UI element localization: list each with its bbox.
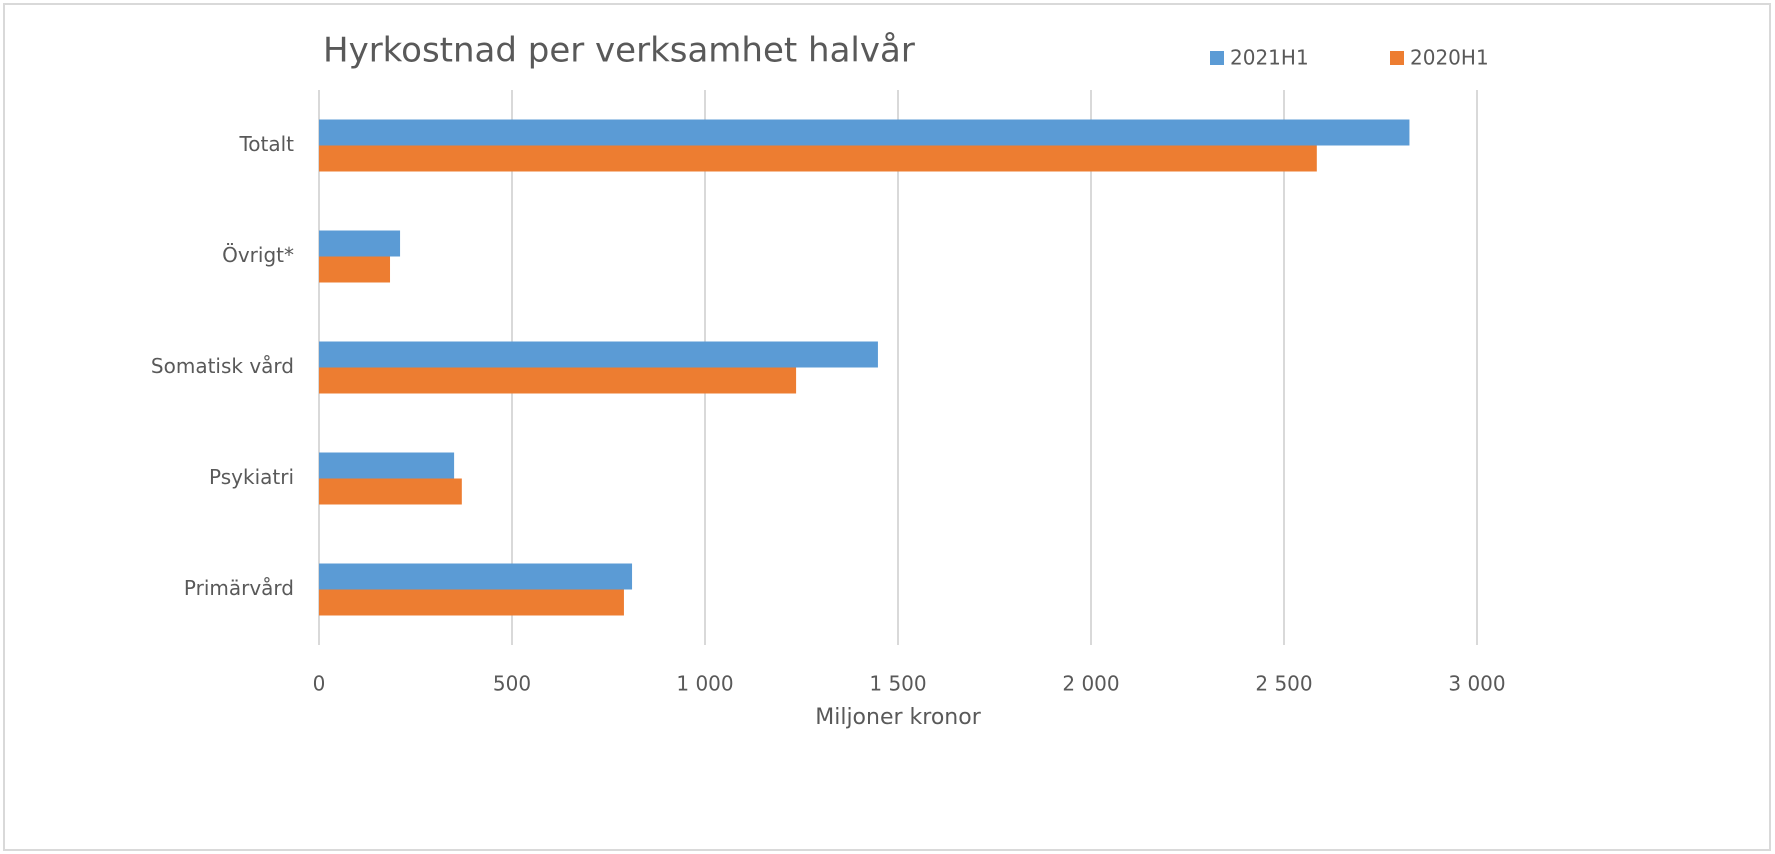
y-tick-label: Primärvård	[184, 576, 294, 600]
legend-swatch	[1390, 51, 1404, 65]
bar	[319, 145, 1317, 172]
x-tick-label: 3 000	[1448, 672, 1505, 696]
x-tick-label: 2 500	[1255, 672, 1312, 696]
x-axis-title: Miljoner kronor	[815, 705, 981, 730]
bar	[319, 589, 624, 616]
chart-title: Hyrkostnad per verksamhet halvår	[323, 31, 915, 71]
bar	[319, 230, 401, 257]
bar	[319, 119, 1410, 146]
bar	[319, 256, 391, 283]
bar	[319, 341, 878, 368]
x-tick-label: 2 000	[1062, 672, 1119, 696]
bar	[319, 563, 633, 590]
y-tick-label: Psykiatri	[209, 465, 294, 489]
y-tick-label: Övrigt*	[222, 243, 294, 267]
y-tick-label: Totalt	[238, 132, 294, 156]
bar	[319, 367, 797, 394]
bar	[319, 452, 455, 479]
y-tick-label: Somatisk vård	[151, 354, 294, 378]
legend-label: 2020H1	[1410, 46, 1489, 70]
x-tick-label: 1 000	[676, 672, 733, 696]
legend-label: 2021H1	[1230, 46, 1309, 70]
legend-swatch	[1210, 51, 1224, 65]
x-tick-label: 0	[313, 672, 326, 696]
x-tick-label: 1 500	[869, 672, 926, 696]
bar	[319, 478, 462, 505]
x-tick-label: 500	[493, 672, 531, 696]
